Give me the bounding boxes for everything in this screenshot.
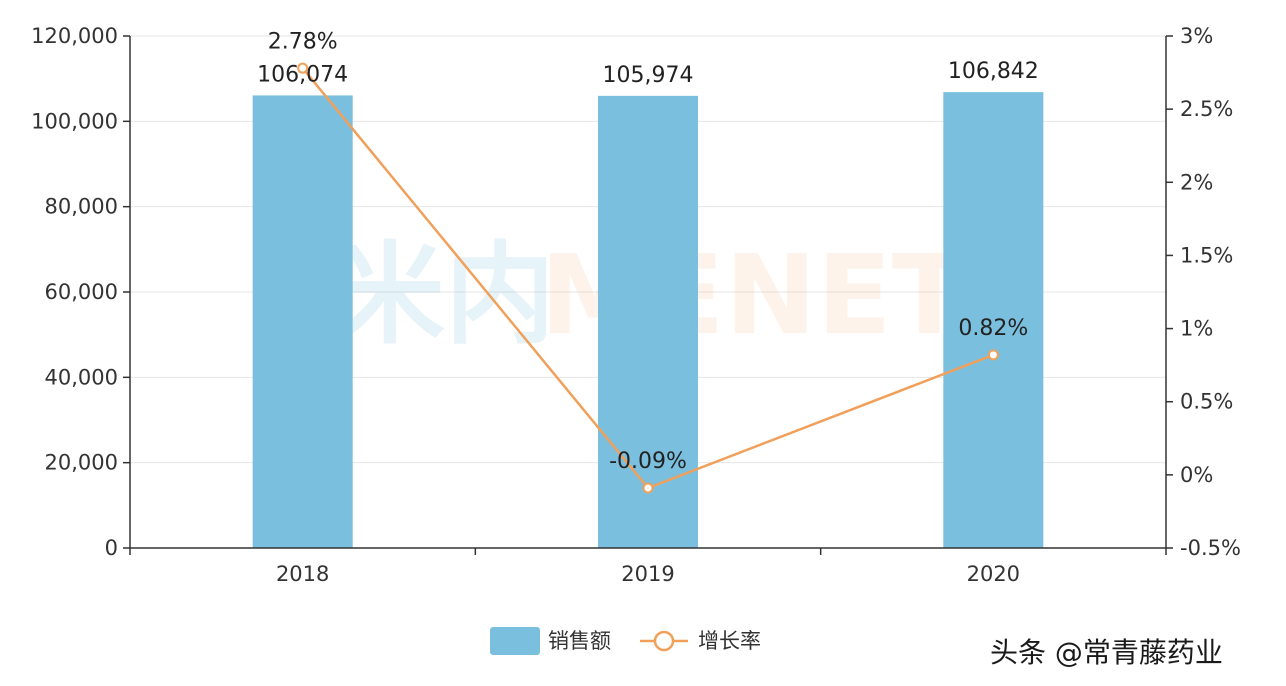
- y-left-tick-label: 100,000: [31, 109, 118, 133]
- line-series: [297, 62, 999, 494]
- legend-line-marker: [653, 630, 675, 652]
- bar-2020: [943, 92, 1044, 548]
- data-labels: 106,074 105,974 106,842 2.78% -0.09% 0.82%: [257, 29, 1039, 474]
- y-left-tick-label: 80,000: [45, 195, 118, 219]
- y-left-tick-label: 0: [105, 536, 118, 560]
- legend-label-growth: 增长率: [698, 629, 761, 653]
- axes: 0 20,000 40,000 60,000 80,000 100,000 120,000 -…: [31, 24, 1241, 586]
- watermark-left-text: 米内: [335, 231, 555, 359]
- growth-value-label: 2.78%: [268, 29, 338, 54]
- x-tick-label: 2019: [621, 562, 674, 586]
- x-tick-label: 2020: [967, 562, 1020, 586]
- bar-2019: [598, 95, 698, 548]
- y-right-tick-label: 0%: [1180, 463, 1213, 487]
- x-tick-label: 2018: [276, 562, 329, 586]
- legend-item-sales[interactable]: 销售额: [490, 627, 611, 655]
- growth-point-2020: [987, 349, 999, 361]
- bar-value-label: 105,974: [603, 63, 694, 88]
- legend-label-sales: 销售额: [548, 629, 611, 653]
- y-right-tick-label: 2.5%: [1180, 97, 1233, 121]
- y-left-tick-label: 20,000: [45, 451, 118, 475]
- growth-point-2019: [642, 482, 654, 494]
- y-right-tick-label: -0.5%: [1180, 536, 1241, 560]
- y-right-tick-label: 2%: [1180, 170, 1213, 194]
- legend-bar-swatch: [490, 627, 540, 655]
- bar-value-label: 106,842: [948, 59, 1039, 84]
- y-right-tick-label: 3%: [1180, 24, 1213, 48]
- y-left-tick-label: 120,000: [31, 24, 118, 48]
- bar-2018: [252, 95, 353, 548]
- bar-series: [252, 92, 1044, 548]
- growth-point-2018: [297, 62, 309, 74]
- y-right-tick-label: 1.5%: [1180, 243, 1233, 267]
- credit-text: 头条 @常青藤药业: [990, 636, 1223, 669]
- y-right-tick-label: 1%: [1180, 317, 1213, 341]
- bar-value-label: 106,074: [257, 62, 348, 87]
- growth-value-label: 0.82%: [958, 316, 1028, 341]
- legend: 销售额 增长率: [490, 627, 761, 655]
- legend-item-growth[interactable]: 增长率: [640, 629, 761, 653]
- y-left-tick-label: 40,000: [45, 365, 118, 389]
- growth-value-label: -0.09%: [609, 449, 687, 474]
- y-left-tick-label: 60,000: [45, 280, 118, 304]
- y-right-tick-label: 0.5%: [1180, 390, 1233, 414]
